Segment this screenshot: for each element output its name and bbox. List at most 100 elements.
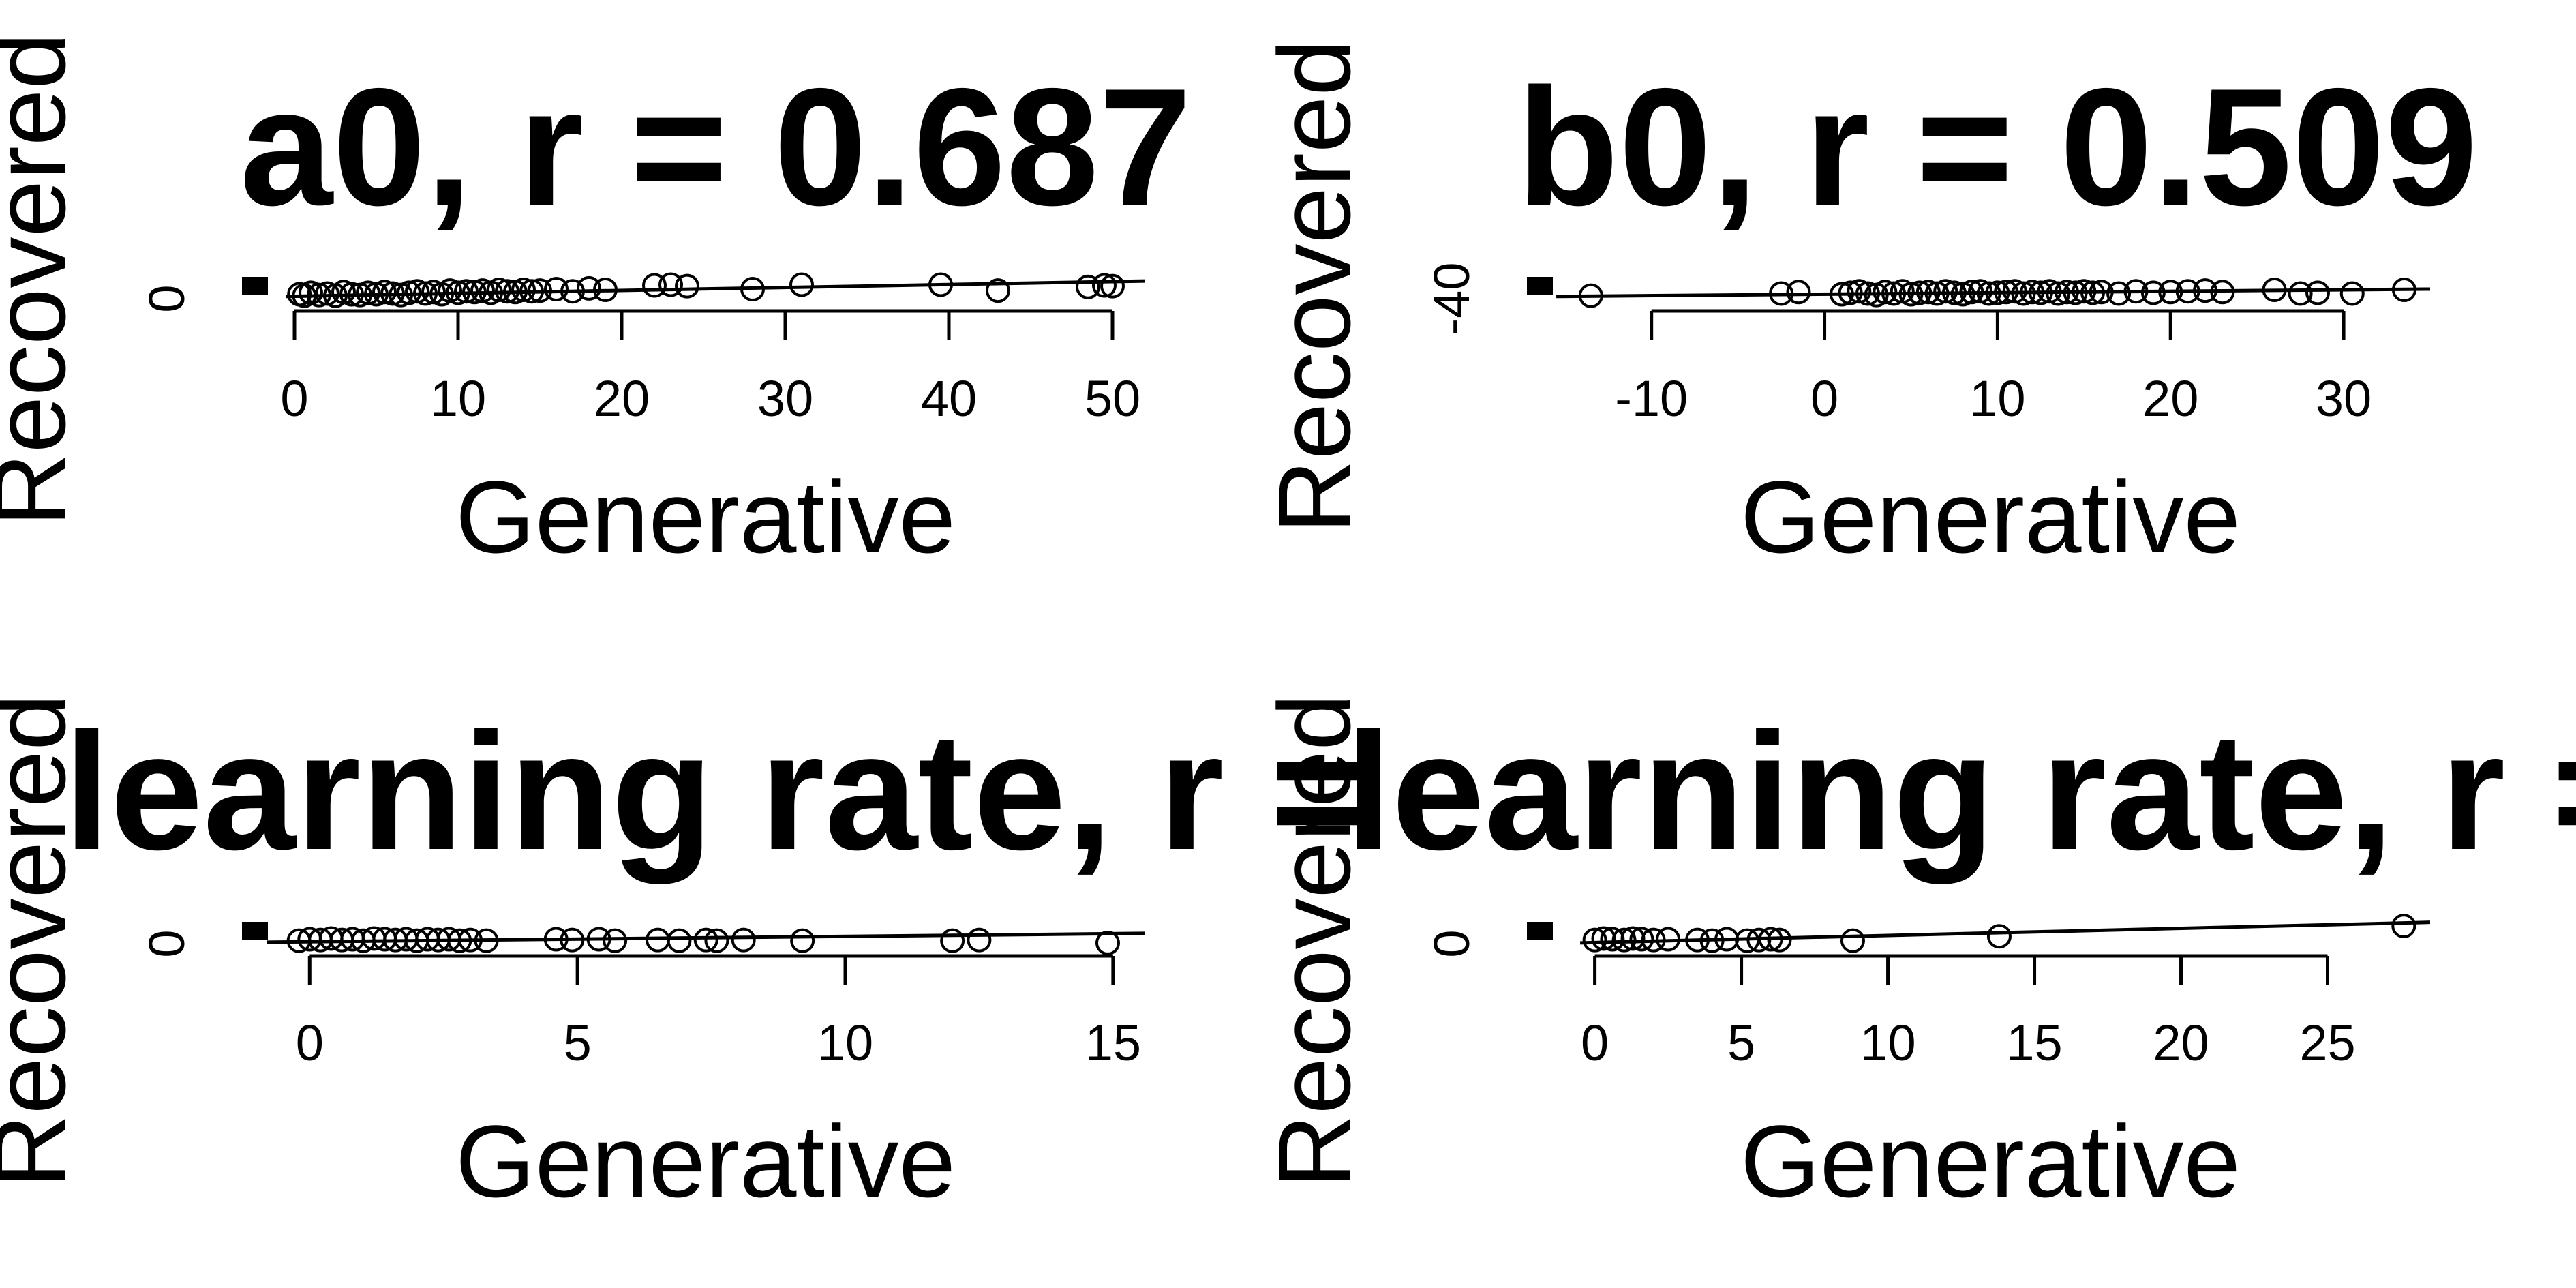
x-tick-label: 10 bbox=[430, 370, 486, 427]
x-tick-label: 5 bbox=[564, 1015, 592, 1071]
data-point bbox=[413, 281, 438, 306]
panel-title: learning rate, r = bbox=[1345, 698, 2576, 884]
y-axis-label: Recovered bbox=[0, 693, 87, 1188]
data-point bbox=[487, 278, 511, 303]
legend-mark bbox=[258, 277, 268, 295]
data-point bbox=[380, 281, 405, 306]
data-point bbox=[1786, 280, 1811, 305]
y-axis-label: Recovered bbox=[1257, 39, 1372, 533]
data-point bbox=[1578, 283, 1603, 308]
data-point bbox=[1685, 927, 1710, 953]
data-point bbox=[2140, 280, 2166, 305]
data-point bbox=[1907, 280, 1933, 305]
y-axis-label: Recovered bbox=[0, 32, 87, 526]
data-point bbox=[1898, 282, 1924, 307]
data-point bbox=[790, 928, 815, 953]
data-point bbox=[1095, 930, 1120, 955]
data-point bbox=[789, 272, 814, 297]
data-point bbox=[1582, 927, 1607, 953]
data-point bbox=[2011, 281, 2036, 306]
x-tick-label: -10 bbox=[1615, 370, 1688, 427]
data-point bbox=[462, 280, 487, 305]
data-point bbox=[2175, 279, 2200, 304]
data-point bbox=[642, 273, 667, 298]
x-tick-label: 10 bbox=[1860, 1015, 1915, 1071]
data-point bbox=[1873, 280, 1898, 305]
data-point bbox=[586, 927, 611, 952]
x-tick-label: 0 bbox=[296, 1015, 324, 1071]
panel-title: b0, r = 0.509 bbox=[1517, 53, 2478, 240]
x-tick-label: 5 bbox=[1727, 1015, 1755, 1071]
legend-mark bbox=[1527, 922, 1536, 940]
data-point bbox=[667, 928, 692, 953]
legend-mark bbox=[1535, 277, 1545, 295]
y-tick-label: 0 bbox=[1423, 929, 1480, 957]
data-point bbox=[2046, 281, 2071, 306]
y-axis-label: Recovered bbox=[1257, 693, 1372, 1188]
x-tick-label: 0 bbox=[1581, 1015, 1609, 1071]
data-point bbox=[593, 278, 618, 303]
data-point bbox=[474, 928, 499, 953]
data-point bbox=[495, 279, 519, 304]
data-point bbox=[1611, 927, 1637, 953]
data-point bbox=[2210, 280, 2235, 305]
data-point bbox=[1838, 280, 1863, 305]
data-point bbox=[2089, 280, 2114, 305]
x-tick-label: 20 bbox=[594, 370, 650, 427]
panel-title: learning rate, r = bbox=[63, 698, 1367, 884]
data-point bbox=[1915, 280, 1941, 305]
legend-mark bbox=[1527, 277, 1536, 295]
data-point bbox=[1767, 927, 1792, 953]
data-point bbox=[447, 928, 472, 953]
scatter-panel-4: learning rate, r = Recovered 0 0 5 10 15 20 25 G… bbox=[1257, 693, 2576, 1218]
data-point bbox=[1758, 927, 1783, 952]
data-point bbox=[704, 928, 729, 953]
data-point bbox=[603, 928, 628, 953]
x-axis-label: Generative bbox=[455, 1104, 956, 1218]
data-point bbox=[2391, 278, 2416, 303]
data-point bbox=[693, 927, 718, 953]
data-point bbox=[339, 282, 364, 307]
data-point bbox=[2339, 281, 2365, 306]
data-point bbox=[372, 280, 397, 305]
legend-mark bbox=[258, 922, 268, 940]
x-tick-label: 40 bbox=[921, 370, 977, 427]
data-point bbox=[940, 928, 965, 953]
data-point bbox=[519, 279, 544, 304]
legend-mark bbox=[1535, 922, 1545, 940]
data-point bbox=[560, 279, 585, 304]
y-tick-label: 0 bbox=[138, 284, 195, 312]
data-point bbox=[986, 278, 1010, 303]
data-point bbox=[1829, 282, 1854, 307]
data-point bbox=[740, 276, 765, 301]
data-point bbox=[307, 282, 331, 308]
data-point bbox=[2106, 281, 2132, 306]
data-point bbox=[731, 927, 756, 953]
data-point bbox=[1959, 280, 1984, 305]
x-axis-label: Generative bbox=[1740, 1104, 2241, 1218]
x-tick-label: 10 bbox=[1969, 370, 2025, 427]
legend-mark bbox=[1543, 277, 1553, 295]
data-point bbox=[543, 927, 569, 952]
data-point bbox=[2063, 280, 2088, 305]
data-point bbox=[967, 927, 992, 953]
y-tick-label: 0 bbox=[138, 929, 195, 957]
data-point bbox=[356, 280, 380, 305]
data-point bbox=[1100, 273, 1125, 299]
fit-line bbox=[286, 279, 1146, 299]
data-point bbox=[1986, 924, 2012, 949]
legend-mark bbox=[242, 922, 252, 940]
data-point bbox=[2020, 280, 2045, 305]
data-point bbox=[1641, 927, 1666, 953]
x-tick-label: 30 bbox=[757, 370, 813, 427]
data-point bbox=[2262, 278, 2287, 303]
data-point bbox=[1933, 279, 1958, 304]
data-point bbox=[397, 280, 421, 305]
data-point bbox=[1976, 281, 2001, 306]
x-tick-label: 0 bbox=[280, 370, 308, 427]
data-point bbox=[2193, 278, 2217, 303]
data-point bbox=[1735, 928, 1760, 953]
data-point bbox=[1941, 280, 1967, 305]
fit-line bbox=[1556, 287, 2431, 299]
